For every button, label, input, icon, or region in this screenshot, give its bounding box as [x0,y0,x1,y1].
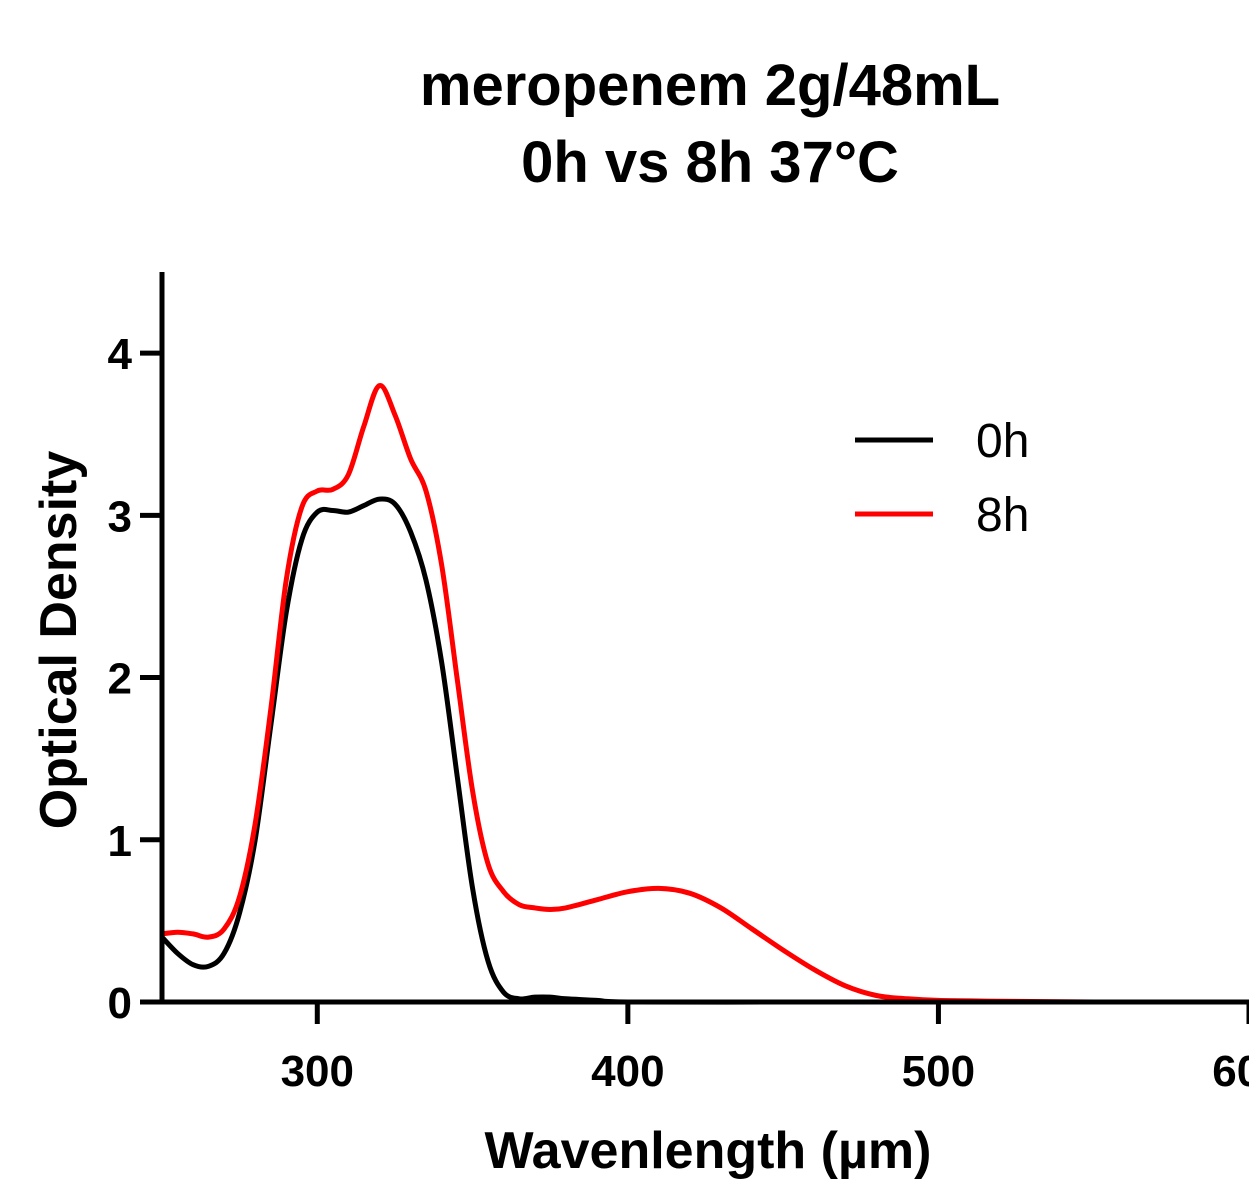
x-tick-label: 600 [1212,1047,1249,1096]
y-ticks: 0 1 2 3 4 [108,330,162,1028]
y-tick-label: 4 [108,330,133,379]
y-axis-label: Optical Density [30,451,88,830]
x-tick-label: 500 [902,1047,975,1096]
chart-title-line-1: meropenem 2g/48mL [420,53,1000,118]
y-tick-label: 3 [108,492,132,541]
y-tick-label: 1 [108,817,132,866]
legend-label-0h: 0h [976,415,1029,468]
y-tick-label: 2 [108,655,132,704]
x-axis-label: Wavenlength (µm) [485,1122,932,1179]
series-line-0h [159,496,1249,1005]
x-tick-label: 400 [591,1047,664,1096]
chart-title-line-2: 0h vs 8h 37°C [521,130,899,195]
series-line-8h [159,383,1249,1005]
y-tick-label: 0 [108,979,132,1028]
x-ticks: 300 400 500 600 [281,1002,1249,1096]
x-tick-label: 300 [281,1047,354,1096]
plot-lines [159,383,1249,1005]
legend-label-8h: 8h [976,489,1029,542]
